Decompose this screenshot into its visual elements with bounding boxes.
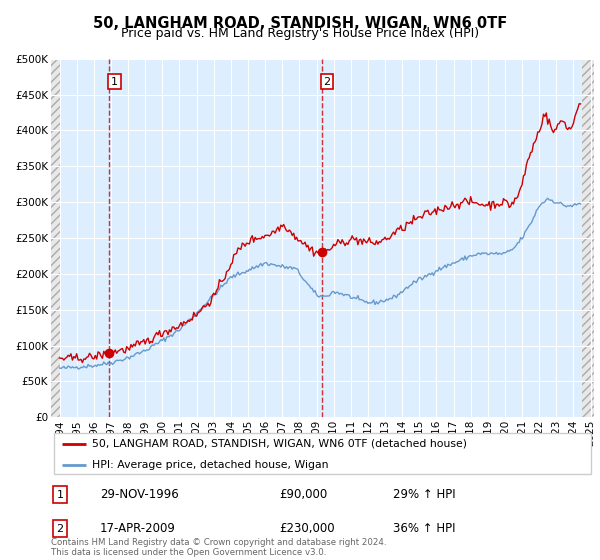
Text: £230,000: £230,000 xyxy=(279,522,335,535)
Text: 50, LANGHAM ROAD, STANDISH, WIGAN, WN6 0TF (detached house): 50, LANGHAM ROAD, STANDISH, WIGAN, WN6 0… xyxy=(92,438,467,449)
Text: Price paid vs. HM Land Registry's House Price Index (HPI): Price paid vs. HM Land Registry's House … xyxy=(121,27,479,40)
Text: 1: 1 xyxy=(56,490,64,500)
Text: 1: 1 xyxy=(111,77,118,87)
Text: £90,000: £90,000 xyxy=(279,488,328,501)
Text: 29-NOV-1996: 29-NOV-1996 xyxy=(100,488,179,501)
Bar xyxy=(582,59,594,417)
Text: 29% ↑ HPI: 29% ↑ HPI xyxy=(393,488,456,501)
Text: 2: 2 xyxy=(56,524,64,534)
Text: 2: 2 xyxy=(323,77,331,87)
FancyBboxPatch shape xyxy=(54,433,591,474)
Text: 50, LANGHAM ROAD, STANDISH, WIGAN, WN6 0TF: 50, LANGHAM ROAD, STANDISH, WIGAN, WN6 0… xyxy=(93,16,507,31)
Bar xyxy=(51,59,59,417)
Text: HPI: Average price, detached house, Wigan: HPI: Average price, detached house, Wiga… xyxy=(92,460,328,470)
Text: 17-APR-2009: 17-APR-2009 xyxy=(100,522,176,535)
Bar xyxy=(582,59,594,417)
Text: Contains HM Land Registry data © Crown copyright and database right 2024.
This d: Contains HM Land Registry data © Crown c… xyxy=(51,538,386,557)
Text: 36% ↑ HPI: 36% ↑ HPI xyxy=(393,522,455,535)
Bar xyxy=(51,59,59,417)
